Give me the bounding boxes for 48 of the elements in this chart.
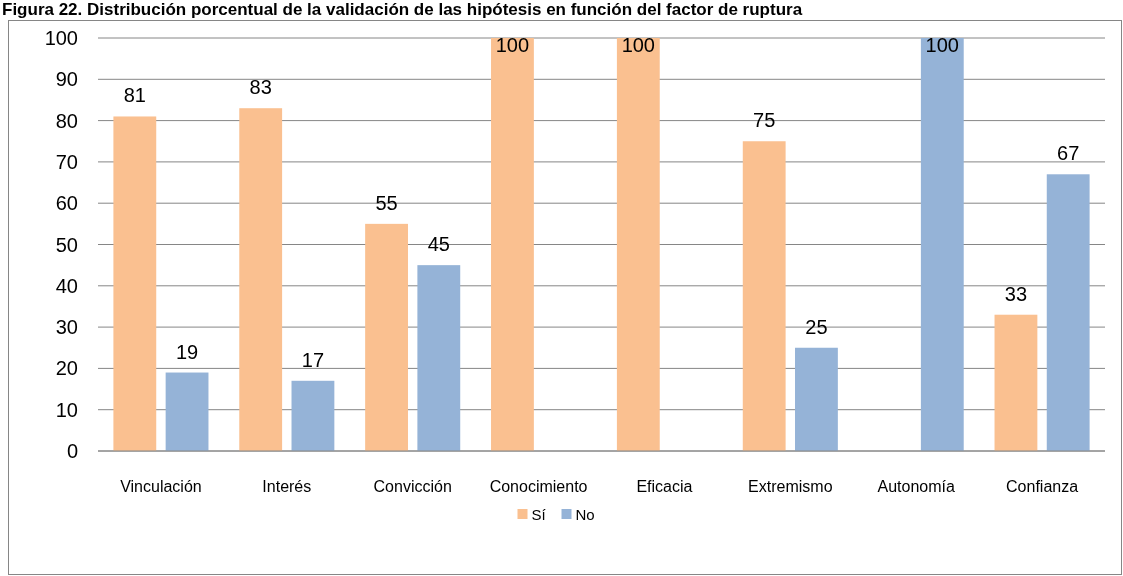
data-label: 81 [123,84,146,107]
bar [994,314,1038,451]
bar [742,141,786,451]
y-tick-label: 70 [55,150,78,173]
data-label: 45 [427,233,450,256]
y-tick-label: 10 [55,398,78,421]
bar [616,38,660,451]
y-tick-label: 100 [44,27,78,49]
bar [365,223,408,451]
y-tick-label: 50 [55,233,78,256]
y-tick-label: 80 [55,109,78,132]
y-tick-label: 0 [66,440,78,462]
y-tick-label: 90 [55,68,78,91]
data-label: 17 [301,348,325,371]
data-label: 33 [1004,282,1028,305]
bar [920,38,964,451]
x-tick-label: Eficacia [636,478,693,495]
chart-title: Figura 22. Distribución porcentual de la validación de las hipótesis en función del factor de ruptura [2,0,803,19]
x-tick-label: Extremismo [748,478,833,495]
data-label: 75 [753,109,776,132]
y-tick-label: 20 [55,357,78,380]
bar [239,108,283,451]
data-label: 100 [925,34,959,56]
y-tick-label: 60 [55,192,78,215]
data-label: 100 [495,34,530,56]
data-label: 25 [805,315,828,338]
data-label: 83 [249,76,272,99]
x-tick-label: Convicción [373,478,452,495]
x-tick-label: Autonomía [877,478,955,495]
data-label: 19 [175,340,199,363]
data-label: 100 [621,34,656,56]
y-tick-label: 30 [55,316,78,339]
bar [795,347,838,451]
x-tick-label: Confianza [1006,478,1079,495]
legend-label: Sí [531,506,547,523]
x-tick-label: Vinculación [120,478,202,495]
bar [417,265,461,451]
bar [113,116,157,451]
x-tick-label: Interés [262,478,312,495]
legend-label: No [575,506,595,523]
bar [165,372,209,451]
bar [1046,174,1090,451]
data-label: 67 [1057,142,1080,165]
x-tick-label: Conocimiento [489,478,588,495]
bar [291,380,335,451]
data-label: 55 [375,191,398,214]
bar [491,38,534,451]
y-tick-label: 40 [55,274,78,297]
